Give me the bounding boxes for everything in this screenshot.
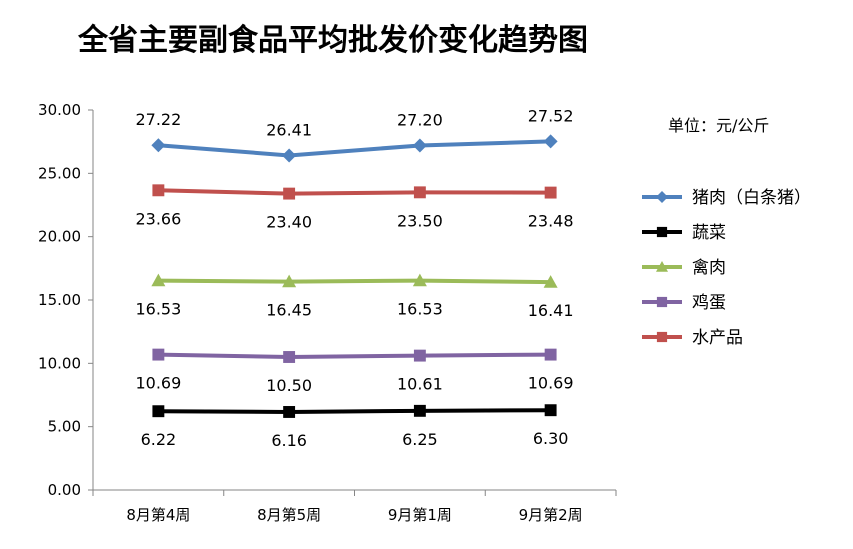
data-label: 23.50 [397, 211, 443, 230]
data-label: 6.22 [141, 430, 177, 449]
data-point [544, 348, 557, 361]
data-label: 23.66 [135, 209, 181, 228]
x-tick-label: 9月第2周 [519, 506, 583, 524]
data-label: 10.69 [135, 374, 181, 393]
data-label: 16.45 [266, 301, 312, 320]
x-tick-label: 9月第1周 [388, 506, 452, 524]
data-label: 10.50 [266, 376, 312, 395]
series-4: 23.66 23.40 23.50 23.48 [135, 184, 574, 232]
y-tick-label: 0.00 [48, 481, 81, 499]
y-tick-label: 10.00 [38, 354, 81, 372]
series-0: 27.22 26.41 27.20 27.52 [135, 106, 574, 163]
data-point [283, 351, 296, 363]
data-point [412, 273, 427, 287]
y-tick-label: 15.00 [38, 291, 81, 309]
series-line [158, 139, 551, 158]
legend-label: 蔬菜 [692, 223, 726, 243]
data-point [656, 191, 668, 203]
legend-label: 禽肉 [692, 258, 726, 278]
data-point [412, 138, 427, 153]
data-label: 27.20 [397, 110, 443, 129]
y-tick-label: 30.00 [38, 101, 81, 119]
data-label: 16.53 [135, 300, 181, 319]
data-point [656, 331, 668, 343]
data-label: 10.61 [397, 375, 443, 394]
data-point [152, 348, 165, 361]
data-label: 26.41 [266, 120, 312, 139]
legend-label: 猪肉（白条猪） [692, 188, 811, 208]
data-point [413, 349, 426, 362]
data-label: 10.69 [528, 374, 574, 393]
axes: 0.00 5.00 10.00 15.00 20.00 25.00 30.00 8月第4周 8月… [38, 101, 617, 524]
series-3: 10.69 10.50 10.61 10.69 [135, 348, 574, 395]
data-label: 23.48 [528, 212, 574, 231]
legend-item-4: 水产品 [642, 328, 743, 348]
series-2: 16.53 16.45 16.53 16.41 [135, 273, 574, 320]
data-point [656, 296, 668, 308]
series-line [158, 188, 551, 196]
data-label: 16.41 [528, 301, 574, 320]
y-tick-label: 5.00 [48, 418, 81, 436]
data-label: 27.22 [135, 110, 181, 129]
data-label: 6.30 [533, 429, 569, 448]
data-label: 23.40 [266, 213, 312, 232]
y-tick-label: 25.00 [38, 164, 81, 182]
data-point [151, 138, 166, 153]
data-point [413, 404, 426, 417]
legend-item-3: 鸡蛋 [642, 293, 726, 313]
data-label: 16.53 [397, 300, 443, 319]
data-point [543, 275, 558, 288]
data-label: 6.16 [271, 431, 307, 450]
data-point [543, 134, 558, 149]
data-point [282, 274, 297, 288]
x-tick-label: 8月第4周 [126, 506, 190, 524]
legend-item-1: 蔬菜 [642, 223, 726, 243]
x-tick-label: 8月第5周 [257, 506, 321, 524]
data-point [152, 184, 165, 197]
data-point [656, 261, 668, 272]
data-point [152, 405, 165, 418]
series-line [158, 408, 551, 414]
data-point [544, 186, 557, 199]
legend-label: 水产品 [692, 328, 743, 348]
data-label: 27.52 [528, 106, 574, 125]
legend-item-2: 禽肉 [642, 258, 726, 278]
series-1: 6.22 6.16 6.25 6.30 [141, 404, 569, 450]
data-point [413, 186, 426, 199]
data-point [282, 148, 297, 163]
y-tick-label: 20.00 [38, 228, 81, 246]
data-point [656, 226, 668, 238]
data-point [283, 187, 296, 200]
data-point [151, 273, 166, 287]
data-label: 6.25 [402, 430, 438, 449]
series-line [158, 352, 551, 359]
unit-note: 单位：元/公斤 [668, 116, 769, 135]
series-layer: 27.22 26.41 27.20 27.52 6.22 6.16 6.25 6.30 16.5… [135, 106, 573, 450]
data-point [283, 406, 296, 418]
series-line [158, 278, 551, 285]
chart-title: 全省主要副食品平均批发价变化趋势图 [77, 23, 588, 58]
legend-label: 鸡蛋 [692, 293, 726, 313]
legend-item-0: 猪肉（白条猪） [642, 188, 811, 208]
data-point [544, 404, 557, 417]
